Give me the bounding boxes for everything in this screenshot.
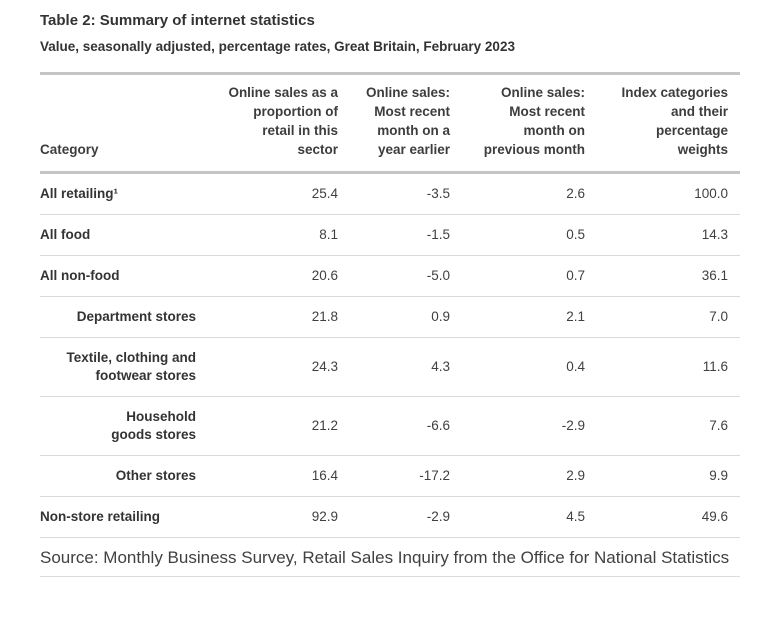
header-row: Category Online sales as a proportion of… — [40, 74, 740, 173]
category-cell: All retailing¹ — [40, 186, 119, 201]
category-cell: Other stores — [115, 468, 196, 483]
value-cell: -5.0 — [426, 268, 450, 283]
value-cell: 20.6 — [311, 268, 338, 283]
value-cell: 0.4 — [566, 359, 585, 374]
category-cell: Department stores — [76, 309, 196, 324]
source-note: Source: Monthly Business Survey, Retail … — [40, 538, 740, 577]
value-cell: 4.3 — [431, 359, 450, 374]
value-cell: 0.9 — [431, 309, 450, 324]
value-cell: 2.9 — [566, 468, 585, 483]
page: Table 2: Summary of internet statistics … — [40, 12, 740, 577]
page-title: Table 2: Summary of internet statistics — [40, 12, 315, 29]
value-cell: -2.9 — [426, 509, 450, 524]
page-subtitle: Value, seasonally adjusted, percentage r… — [40, 39, 515, 54]
internet-statistics-table: Category Online sales as a proportion of… — [40, 72, 740, 538]
value-cell: 11.6 — [702, 359, 728, 374]
table-row: Household goods stores 21.2 -6.6 -2.9 7.6 — [40, 397, 740, 456]
value-cell: -6.6 — [426, 418, 450, 433]
value-cell: 21.2 — [311, 418, 338, 433]
table-row: Other stores 16.4 -17.2 2.9 9.9 — [40, 456, 740, 497]
value-cell: 0.5 — [566, 227, 585, 242]
category-cell: All food — [40, 227, 91, 242]
value-cell: 16.4 — [311, 468, 338, 483]
value-cell: 0.7 — [566, 268, 585, 283]
value-cell: 8.1 — [319, 227, 338, 242]
table-row: All food 8.1 -1.5 0.5 14.3 — [40, 215, 740, 256]
table-row: Department stores 21.8 0.9 2.1 7.0 — [40, 297, 740, 338]
value-cell: 4.5 — [566, 509, 585, 524]
value-cell: 25.4 — [311, 186, 338, 201]
column-header-year-on-year: Online sales: Most recent month on a yea… — [365, 85, 450, 157]
value-cell: 7.0 — [709, 309, 728, 324]
value-cell: -2.9 — [561, 418, 585, 433]
column-header-month-on-month: Online sales: Most recent month on previ… — [483, 85, 585, 157]
value-cell: -17.2 — [419, 468, 450, 483]
table-row: All retailing¹ 25.4 -3.5 2.6 100.0 — [40, 173, 740, 215]
value-cell: -3.5 — [426, 186, 450, 201]
table-row: All non-food 20.6 -5.0 0.7 36.1 — [40, 256, 740, 297]
value-cell: -1.5 — [426, 227, 450, 242]
value-cell: 24.3 — [311, 359, 338, 374]
value-cell: 49.6 — [701, 509, 728, 524]
column-header-category: Category — [40, 142, 99, 157]
category-cell: Non-store retailing — [40, 509, 161, 524]
column-header-index-weights: Index categories and their percentage we… — [621, 85, 728, 157]
value-cell: 92.9 — [311, 509, 338, 524]
category-cell: Textile, clothing and footwear stores — [66, 350, 196, 383]
category-cell: All non-food — [40, 268, 120, 283]
value-cell: 2.1 — [566, 309, 585, 324]
column-header-online-proportion: Online sales as a proportion of retail i… — [228, 85, 338, 157]
category-cell: Household goods stores — [111, 409, 196, 442]
table-row: Non-store retailing 92.9 -2.9 4.5 49.6 — [40, 497, 740, 538]
value-cell: 21.8 — [311, 309, 338, 324]
value-cell: 9.9 — [709, 468, 728, 483]
table-row: Textile, clothing and footwear stores 24.… — [40, 338, 740, 397]
value-cell: 36.1 — [701, 268, 728, 283]
value-cell: 7.6 — [709, 418, 728, 433]
value-cell: 14.3 — [701, 227, 728, 242]
value-cell: 2.6 — [566, 186, 585, 201]
value-cell: 100.0 — [694, 186, 728, 201]
